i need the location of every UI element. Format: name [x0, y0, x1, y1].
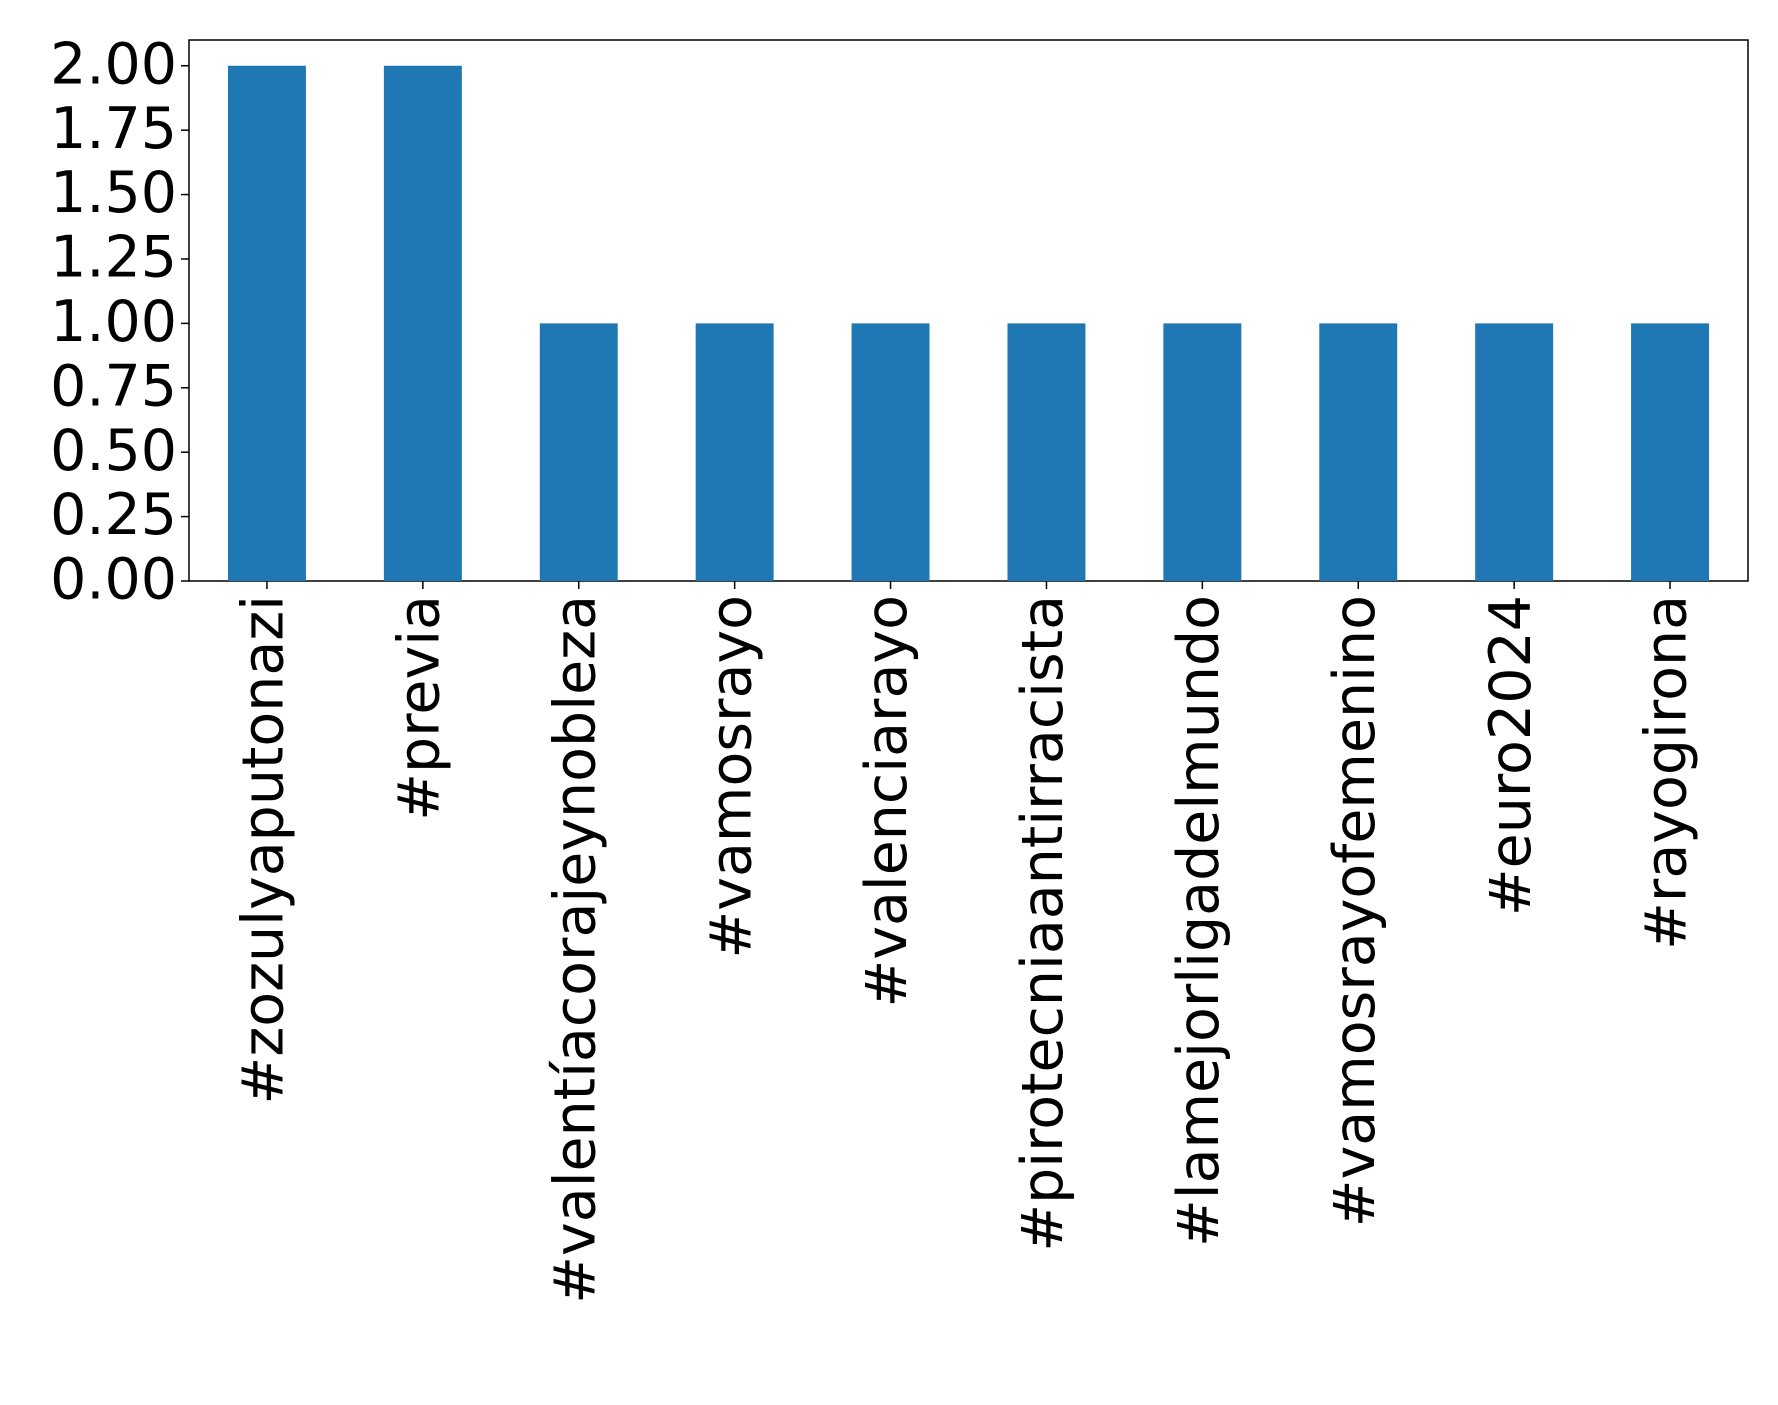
- bar: [1163, 323, 1242, 581]
- bar: [227, 65, 306, 581]
- bar: [1475, 323, 1554, 581]
- x-tick-label: #rayogirona: [1634, 595, 1700, 950]
- x-tick-label: #vamosrayofemenino: [1322, 595, 1388, 1227]
- y-tick-label: 1.50: [50, 160, 177, 226]
- bar: [1319, 323, 1398, 581]
- y-tick-label: 0.75: [50, 353, 177, 419]
- bar: [695, 323, 774, 581]
- bar: [383, 65, 462, 581]
- plot-frame: [188, 39, 1749, 582]
- bar: [1007, 323, 1086, 581]
- bar: [1631, 323, 1710, 581]
- x-tick-label: #previa: [386, 595, 452, 821]
- x-tick-label: #valenciarayo: [854, 595, 920, 1008]
- x-tick-label: #vamosrayo: [698, 595, 764, 959]
- y-tick-label: 0.50: [50, 418, 177, 484]
- x-tick-label: #zozulyaputonazi: [231, 595, 297, 1104]
- x-tick-label: #valentíacorajeynobleza: [542, 595, 608, 1304]
- x-tick-label: #lamejorligadelmundo: [1166, 595, 1232, 1247]
- bar: [851, 323, 930, 581]
- y-tick-label: 1.25: [50, 225, 177, 291]
- y-tick-label: 1.75: [50, 96, 177, 162]
- x-tick-label: #pirotecniaantirracista: [1010, 595, 1076, 1252]
- y-tick-label: 0.25: [50, 482, 177, 548]
- bar: [539, 323, 618, 581]
- y-tick-label: 0.00: [50, 547, 177, 613]
- y-tick-label: 2.00: [50, 31, 177, 97]
- y-tick-label: 1.00: [50, 289, 177, 355]
- x-tick-label: #euro2024: [1478, 595, 1544, 916]
